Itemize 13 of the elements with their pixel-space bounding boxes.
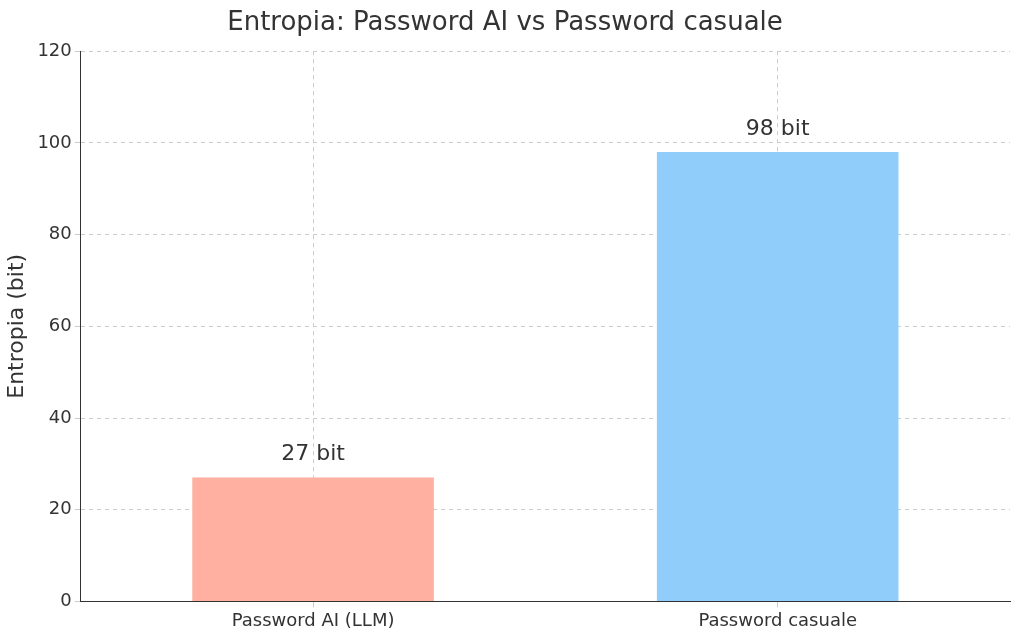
x-tick-label: Password AI (LLM)	[231, 608, 395, 630]
data-label: 27 bit	[281, 440, 346, 466]
y-axis-title: Entropia (bit)	[2, 253, 28, 399]
y-tick-label: 100	[37, 130, 72, 152]
y-tick-label: 60	[48, 313, 72, 335]
y-tick-label: 120	[37, 38, 72, 60]
y-tick-label: 80	[48, 222, 72, 244]
data-label: 98 bit	[745, 114, 810, 140]
y-tick-label: 20	[48, 497, 72, 519]
chart-title: Entropia: Password AI vs Password casuale	[227, 6, 783, 37]
y-tick-label: 40	[48, 405, 72, 427]
x-tick-label: Password casuale	[698, 608, 857, 630]
y-tick-label: 0	[60, 589, 72, 611]
